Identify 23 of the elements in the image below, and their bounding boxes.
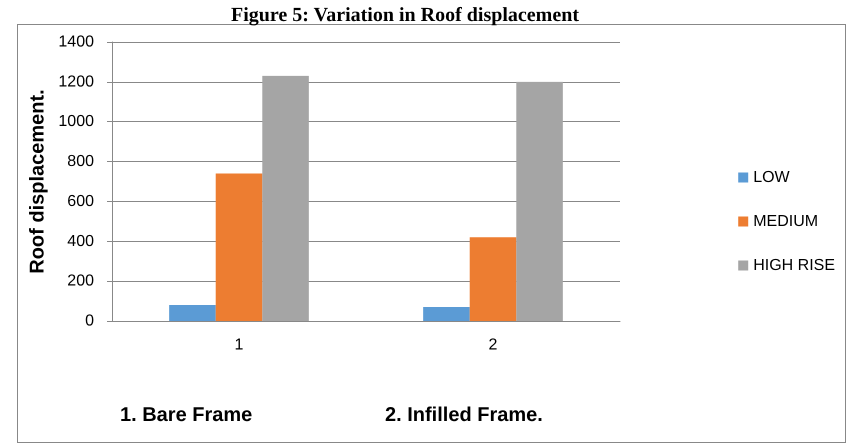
legend-label: LOW xyxy=(753,169,791,186)
bar xyxy=(216,174,262,321)
y-axis-title: Roof displacement. xyxy=(26,89,49,274)
bar xyxy=(470,237,516,321)
legend-label: HIGH RISE xyxy=(753,257,836,274)
x-tick-label: 1 xyxy=(234,336,244,354)
bar xyxy=(423,307,470,321)
bar xyxy=(169,305,216,321)
y-tick-label: 1200 xyxy=(58,73,94,90)
y-tick-label: 1400 xyxy=(58,34,94,50)
chart-title: Figure 5: Variation in Roof displacement xyxy=(231,4,580,26)
bar xyxy=(262,76,309,321)
bar xyxy=(516,82,563,321)
text: 2. Infilled Frame. xyxy=(385,404,543,426)
x-tick-label: 2 xyxy=(488,336,498,354)
y-tick-label: 1000 xyxy=(58,113,94,130)
y-tick-label: 800 xyxy=(67,153,94,170)
y-tick-label: 600 xyxy=(67,192,94,210)
y-tick-label: 0 xyxy=(85,312,94,330)
text: 1. Bare Frame xyxy=(120,404,252,426)
legend-label: MEDIUM xyxy=(753,213,818,230)
y-tick-label: 200 xyxy=(67,272,94,290)
y-tick-label: 400 xyxy=(67,232,94,250)
